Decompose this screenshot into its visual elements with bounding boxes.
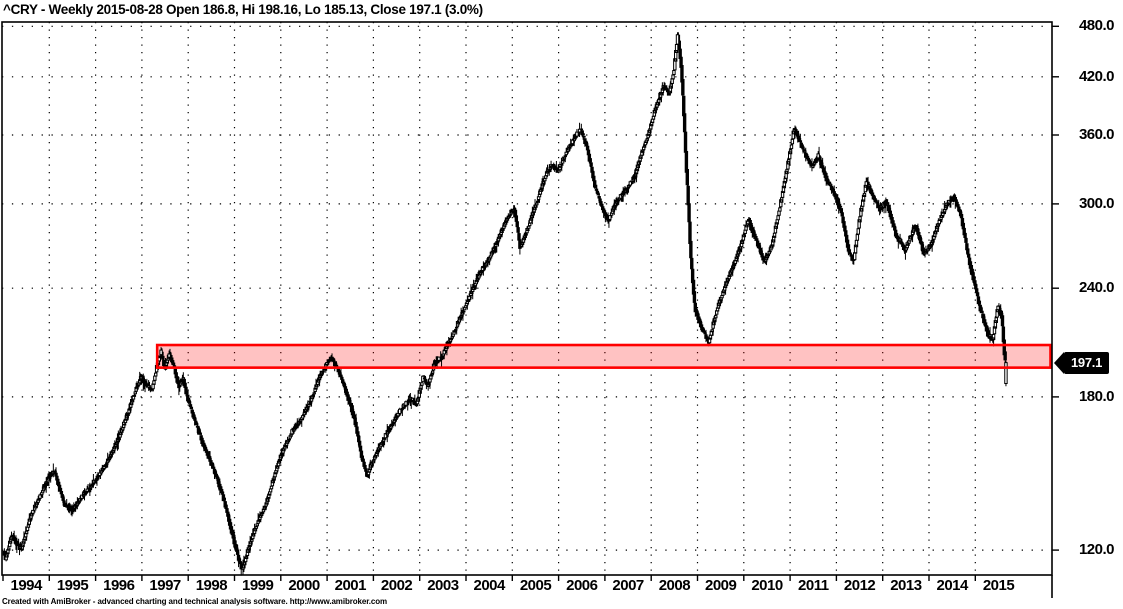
x-axis-label: 1994 [10, 577, 43, 594]
x-axis-label: 2009 [705, 577, 737, 594]
y-axis-label: 480.0 [1078, 17, 1115, 35]
x-axis-label: 2011 [798, 577, 829, 594]
x-axis-label: 2006 [566, 577, 598, 594]
plot-border [1, 21, 1053, 576]
x-axis-label: 2008 [658, 577, 691, 594]
x-axis-label: 2005 [519, 577, 552, 594]
x-axis-label: 2001 [334, 577, 367, 594]
price-tag-label: 197.1 [1064, 351, 1110, 374]
x-axis-label: 1996 [103, 577, 135, 594]
x-axis-label: 2002 [380, 577, 413, 594]
x-axis-label: 1999 [242, 577, 274, 594]
candle-bodies-down [2, 34, 1007, 570]
y-axis-label: 420.0 [1078, 67, 1115, 85]
x-axis-label: 2007 [612, 577, 644, 594]
x-axis-label: 2010 [751, 577, 783, 594]
x-axis-label: 2014 [936, 577, 969, 594]
candle-wicks [3, 32, 1007, 576]
x-axis-label: 2012 [843, 577, 876, 594]
x-axis-label: 2003 [427, 577, 459, 594]
x-axis-label: 1995 [56, 577, 89, 594]
highlight-band-fill [157, 345, 1051, 368]
y-axis-label: 240.0 [1078, 279, 1115, 297]
footer-credit: Created with AmiBroker - advanced charti… [2, 597, 388, 606]
y-axis-label: 360.0 [1078, 126, 1115, 144]
x-axis-label: 2004 [473, 577, 506, 594]
y-axis-label: 120.0 [1078, 541, 1115, 559]
x-axis-label: 1997 [149, 577, 181, 594]
x-axis-label: 2015 [982, 577, 1015, 594]
price-tag-arrow-icon [1054, 351, 1064, 374]
chart-title: ^CRY - Weekly 2015-08-28 Open 186.8, Hi … [3, 2, 483, 17]
x-axis-label: 2000 [288, 577, 320, 594]
candle-bodies-up [4, 34, 1008, 570]
x-axis-label: 2013 [890, 577, 922, 594]
last-price-tag: 197.1 [1054, 351, 1110, 374]
x-axis-label: 1998 [195, 577, 228, 594]
highlight-band-border [155, 343, 1052, 369]
y-axis-label: 180.0 [1078, 387, 1115, 405]
y-axis-label: 300.0 [1078, 194, 1115, 212]
